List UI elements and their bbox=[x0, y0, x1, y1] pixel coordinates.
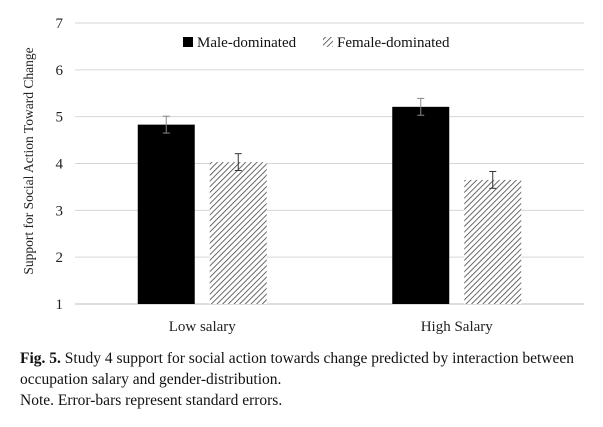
y-tick-label: 1 bbox=[56, 297, 64, 313]
y-tick-label: 6 bbox=[56, 63, 64, 79]
x-tick-label: High Salary bbox=[421, 319, 494, 335]
y-tick-label: 5 bbox=[56, 110, 64, 126]
legend-label: Female-dominated bbox=[337, 35, 450, 51]
bar-female-dominated-0 bbox=[209, 162, 267, 304]
y-axis-label: Support for Social Action Toward Change bbox=[21, 47, 36, 274]
bar-chart: 1 2 3 4 5 6 7 Low salary High Salary Male-domina… bbox=[21, 16, 584, 335]
y-tick-label: 2 bbox=[56, 250, 64, 266]
bar-male-dominated-1 bbox=[392, 106, 450, 304]
legend-label: Male-dominated bbox=[197, 35, 297, 51]
bar-male-dominated-0 bbox=[137, 124, 195, 305]
x-tick-label: Low salary bbox=[169, 319, 237, 335]
bar-female-dominated-1 bbox=[464, 179, 522, 304]
figure-caption: Fig. 5. Study 4 support for social actio… bbox=[20, 348, 595, 411]
caption-text: Study 4 support for social action toward… bbox=[20, 350, 574, 388]
y-tick-label: 7 bbox=[56, 16, 64, 32]
legend-swatch bbox=[183, 37, 193, 47]
caption-figure-label: Fig. 5. bbox=[20, 350, 61, 367]
caption-note: Note. Error-bars represent standard erro… bbox=[20, 392, 283, 409]
caption-main: Fig. 5. Study 4 support for social actio… bbox=[20, 348, 595, 390]
y-tick-label: 3 bbox=[56, 203, 64, 219]
chart-figure: 1 2 3 4 5 6 7 Low salary High Salary Male-domina… bbox=[21, 16, 584, 335]
y-tick-label: 4 bbox=[56, 157, 64, 173]
legend-swatch bbox=[323, 37, 333, 47]
